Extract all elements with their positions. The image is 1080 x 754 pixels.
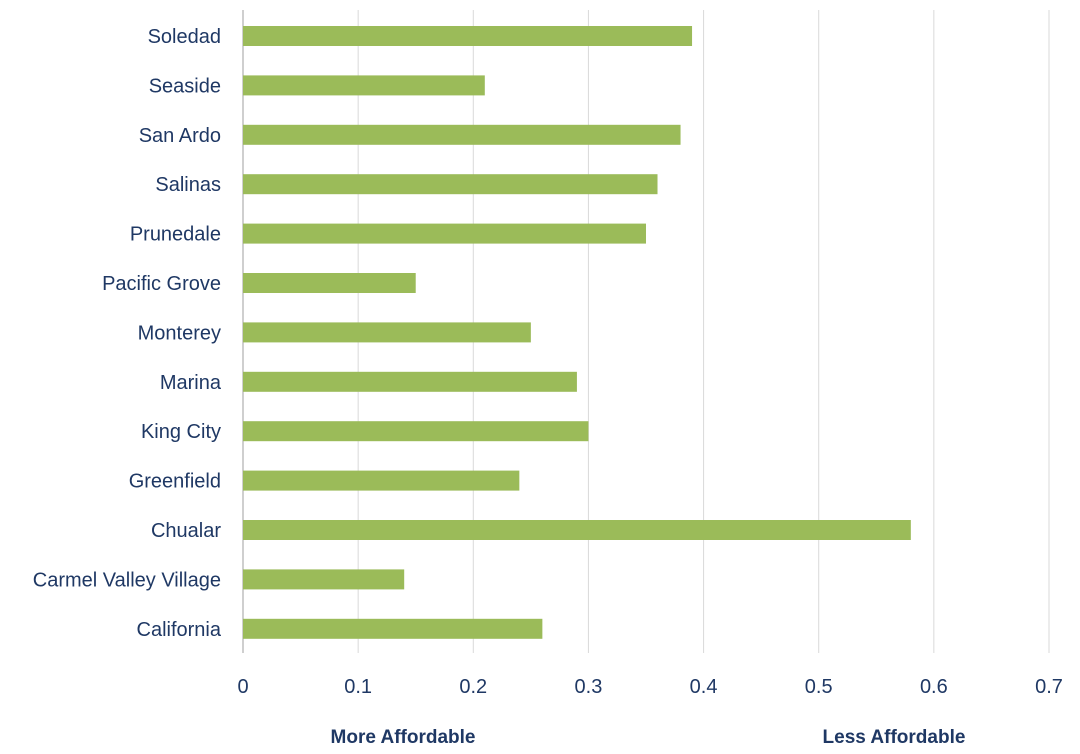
category-label: Seaside bbox=[149, 75, 221, 97]
grid-lines bbox=[242, 10, 1050, 653]
bar-san-ardo bbox=[243, 124, 681, 145]
category-label: Pacific Grove bbox=[102, 273, 221, 295]
category-label: Marina bbox=[160, 372, 222, 394]
x-tick-label: 0.4 bbox=[690, 676, 718, 698]
bars bbox=[243, 26, 911, 639]
bar-chualar bbox=[243, 520, 911, 540]
category-label: Salinas bbox=[155, 174, 221, 196]
bar-monterey bbox=[243, 322, 531, 343]
bar-carmel-valley-village bbox=[243, 569, 405, 590]
bar-prunedale bbox=[243, 223, 646, 244]
category-label: California bbox=[137, 619, 222, 641]
category-label: Greenfield bbox=[129, 471, 221, 493]
bar-california bbox=[243, 618, 543, 639]
category-label: Chualar bbox=[151, 520, 221, 542]
x-tick-label: 0.7 bbox=[1035, 676, 1063, 698]
category-labels: Soledad Seaside San Ardo Salinas Prunedale Pa… bbox=[33, 26, 222, 641]
x-tick-label: 0.2 bbox=[459, 676, 487, 698]
x-tick-label: 0.5 bbox=[805, 676, 833, 698]
x-tick-label: 0.1 bbox=[344, 676, 372, 698]
x-tick-label: 0 bbox=[237, 676, 248, 698]
category-label: Soledad bbox=[148, 26, 221, 48]
annotation-less-affordable: Less Affordable bbox=[823, 727, 966, 748]
x-tick-labels: 0 0.1 0.2 0.3 0.4 0.5 0.6 0.7 bbox=[237, 676, 1062, 698]
bar-salinas bbox=[243, 174, 658, 195]
category-label: Prunedale bbox=[130, 224, 221, 246]
category-label: Carmel Valley Village bbox=[33, 569, 221, 591]
x-tick-label: 0.3 bbox=[575, 676, 603, 698]
category-label: Monterey bbox=[138, 322, 221, 344]
bar-seaside bbox=[243, 75, 485, 96]
bar-soledad bbox=[243, 26, 693, 46]
x-tick-label: 0.6 bbox=[920, 676, 948, 698]
bar-marina bbox=[243, 371, 577, 392]
category-label: San Ardo bbox=[139, 125, 221, 147]
bar-greenfield bbox=[243, 470, 520, 491]
bar-pacific-grove bbox=[243, 273, 416, 293]
annotation-more-affordable: More Affordable bbox=[331, 727, 476, 748]
category-label: King City bbox=[141, 421, 221, 443]
bar-king-city bbox=[243, 421, 589, 442]
